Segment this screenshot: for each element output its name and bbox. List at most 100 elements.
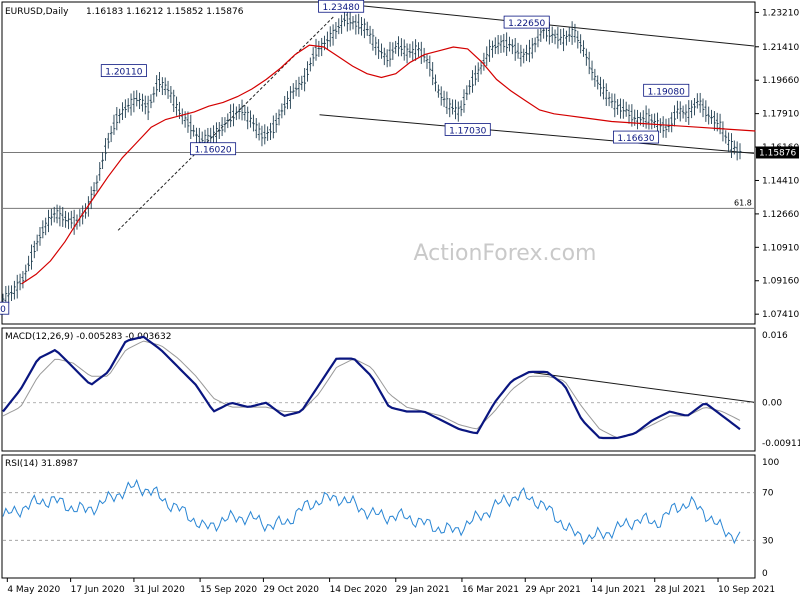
price-bar [471, 70, 474, 93]
price-bar [300, 75, 304, 90]
price-bar [673, 105, 676, 127]
price-bar [380, 43, 383, 59]
price-bar [570, 21, 574, 45]
rsi-series-layer [2, 478, 754, 546]
price-axis-label: 1.12660 [762, 210, 799, 220]
price-bar [550, 26, 554, 43]
price-bar [428, 55, 432, 77]
price-bar [49, 208, 53, 226]
price-bar [146, 95, 150, 121]
x-axis-label: 10 Sep 2021 [718, 585, 775, 595]
price-bar [451, 99, 454, 115]
price-bar [152, 86, 156, 103]
price-bar [58, 205, 62, 227]
price-bar [499, 35, 503, 53]
price-axis-label: 1.21410 [762, 43, 799, 53]
svg-text:1.20110: 1.20110 [105, 68, 142, 78]
price-bar [360, 16, 363, 36]
price-bar [661, 116, 665, 138]
price-bar [707, 106, 711, 125]
price-bar [101, 152, 104, 170]
price-bar [553, 29, 557, 45]
price-bar [232, 103, 235, 127]
price-bar [476, 62, 480, 82]
price-bar [613, 93, 617, 118]
price-bar [118, 108, 122, 124]
price-bar [425, 53, 429, 69]
price-bar [584, 48, 588, 66]
price-bar [718, 113, 722, 135]
price-bar [510, 39, 514, 55]
price-bar [465, 85, 469, 101]
price-bar [212, 125, 215, 145]
price-bar [163, 77, 167, 96]
price-bar [732, 140, 736, 155]
price-bar [123, 99, 127, 118]
price-bar [712, 111, 716, 131]
price-bar [283, 95, 287, 116]
svg-text:1.16630: 1.16630 [617, 134, 654, 144]
price-bar [636, 109, 639, 130]
price-bar [223, 117, 227, 133]
pivot-label: 1.22650 [503, 15, 550, 29]
price-bar [436, 84, 440, 98]
price-bar [724, 130, 728, 144]
price-bar [343, 12, 346, 27]
price-bar [525, 44, 528, 62]
price-bar [610, 93, 614, 109]
price-bar [562, 28, 565, 52]
price-bar [678, 101, 682, 122]
price-bar [374, 36, 378, 56]
price-bar [294, 79, 298, 97]
price-bar [505, 32, 509, 56]
price-bar [32, 240, 36, 259]
current-price-label: 1.15876 [759, 148, 796, 158]
rsi-title: RSI(14) 31.8987 [5, 459, 78, 469]
price-bar [303, 68, 307, 92]
price-axis-label: 1.07410 [762, 310, 799, 320]
x-axis-label: 16 Mar 2021 [462, 585, 519, 595]
price-bar [155, 75, 159, 97]
price-bar [195, 127, 198, 144]
price-bar [559, 28, 563, 45]
price-bar [138, 92, 141, 110]
price-bar [439, 86, 443, 106]
macd-panel-frame [1, 327, 756, 452]
price-bar [109, 125, 113, 143]
price-bar [411, 41, 415, 61]
price-bar [650, 113, 654, 130]
price-bar [616, 99, 620, 115]
price-bar [263, 124, 267, 145]
price-bar [602, 79, 605, 100]
channel-line-2 [319, 114, 755, 154]
price-bar [141, 93, 144, 112]
price-bar [266, 126, 270, 141]
price-bar [143, 95, 147, 115]
price-axis-label: 1.17910 [762, 110, 799, 120]
price-bar [64, 210, 68, 228]
svg-text:1.16020: 1.16020 [194, 146, 231, 156]
price-bar [291, 83, 295, 100]
x-axis-label: 29 Jan 2021 [396, 585, 450, 595]
price-bar [169, 85, 173, 104]
price-bar [27, 255, 31, 272]
price-bar [485, 46, 489, 67]
x-axis-label: 29 Oct 2020 [263, 585, 319, 595]
price-bar [399, 38, 403, 57]
price-bar [365, 21, 369, 36]
price-bar [695, 93, 699, 109]
price-bar [10, 285, 13, 302]
svg-text:1.19080: 1.19080 [648, 87, 685, 97]
price-bar [599, 76, 602, 97]
price-bar [38, 226, 42, 246]
price-bar [445, 91, 449, 115]
price-bar [565, 30, 568, 46]
price-bar [377, 39, 381, 59]
axis-layer: 1.232101.214101.196601.179101.161601.144… [6, 8, 800, 595]
price-bar [693, 98, 696, 116]
price-bar [704, 100, 708, 122]
price-bar [106, 132, 110, 149]
price-bar [690, 100, 694, 119]
price-bar [385, 49, 389, 68]
price-bar [52, 206, 56, 223]
